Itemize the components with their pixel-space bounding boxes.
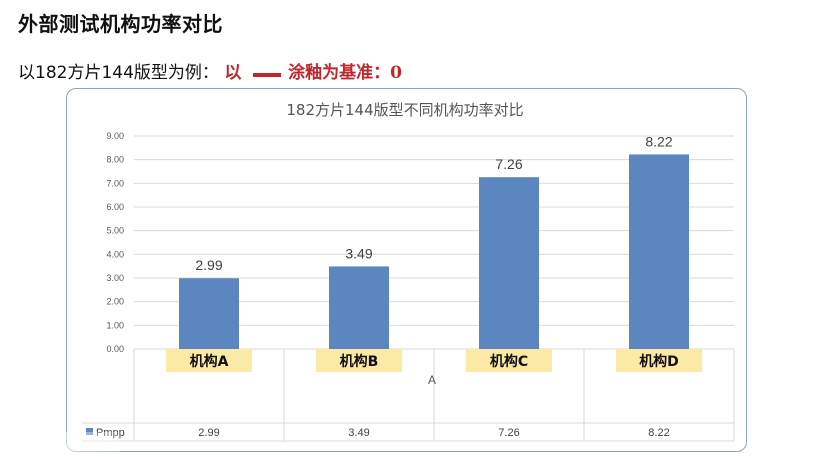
category-label-box xyxy=(616,349,702,372)
table-value: 3.49 xyxy=(348,427,369,439)
category-label: 机构B xyxy=(340,353,379,370)
bar-3 xyxy=(479,177,539,349)
y-tick-label: 6.00 xyxy=(106,202,124,212)
table-value: 2.99 xyxy=(198,427,219,439)
y-tick-label: 4.00 xyxy=(106,249,124,259)
category-label-box xyxy=(166,349,252,372)
bar-1 xyxy=(179,278,239,349)
table-value: 8.22 xyxy=(648,427,669,439)
y-tick-label: 7.00 xyxy=(106,178,124,188)
y-tick-label: 9.00 xyxy=(106,131,124,141)
category-label: 机构A xyxy=(190,353,229,370)
category-label: 机构D xyxy=(639,353,679,370)
category-label-box xyxy=(316,349,402,372)
data-label: 3.49 xyxy=(345,245,372,261)
subtitle-redacted-mark xyxy=(252,65,281,79)
page-title: 外部测试机构功率对比 xyxy=(18,12,223,36)
subtitle-line: 以182方片144版型为例： 以 涂釉为基准：0 xyxy=(18,58,402,83)
category-label: 机构C xyxy=(490,353,528,370)
legend-key xyxy=(86,428,93,435)
y-tick-label: 8.00 xyxy=(106,155,124,165)
bar-2 xyxy=(329,266,389,349)
chart-title: 182方片144版型不同机构功率对比 xyxy=(286,101,523,119)
y-tick-label: 3.00 xyxy=(106,273,124,283)
subtitle-prefix: 以182方片144版型为例： xyxy=(18,63,219,83)
y-tick-label: 2.00 xyxy=(106,297,124,307)
y-tick-label: 0.00 xyxy=(106,344,124,354)
x-axis-title: A xyxy=(428,373,436,387)
subtitle-highlight: 以 xyxy=(224,63,242,83)
bar-4 xyxy=(629,154,689,349)
category-label-box xyxy=(466,349,552,372)
table-value: 7.26 xyxy=(498,427,519,439)
subtitle-highlight-tail: 涂釉为基准：0 xyxy=(288,63,402,83)
data-label: 7.26 xyxy=(495,156,522,172)
y-tick-label: 5.00 xyxy=(106,226,124,236)
y-tick-label: 1.00 xyxy=(106,320,124,330)
footer-fade xyxy=(0,432,120,457)
data-label: 8.22 xyxy=(645,133,672,149)
data-label: 2.99 xyxy=(195,257,222,273)
